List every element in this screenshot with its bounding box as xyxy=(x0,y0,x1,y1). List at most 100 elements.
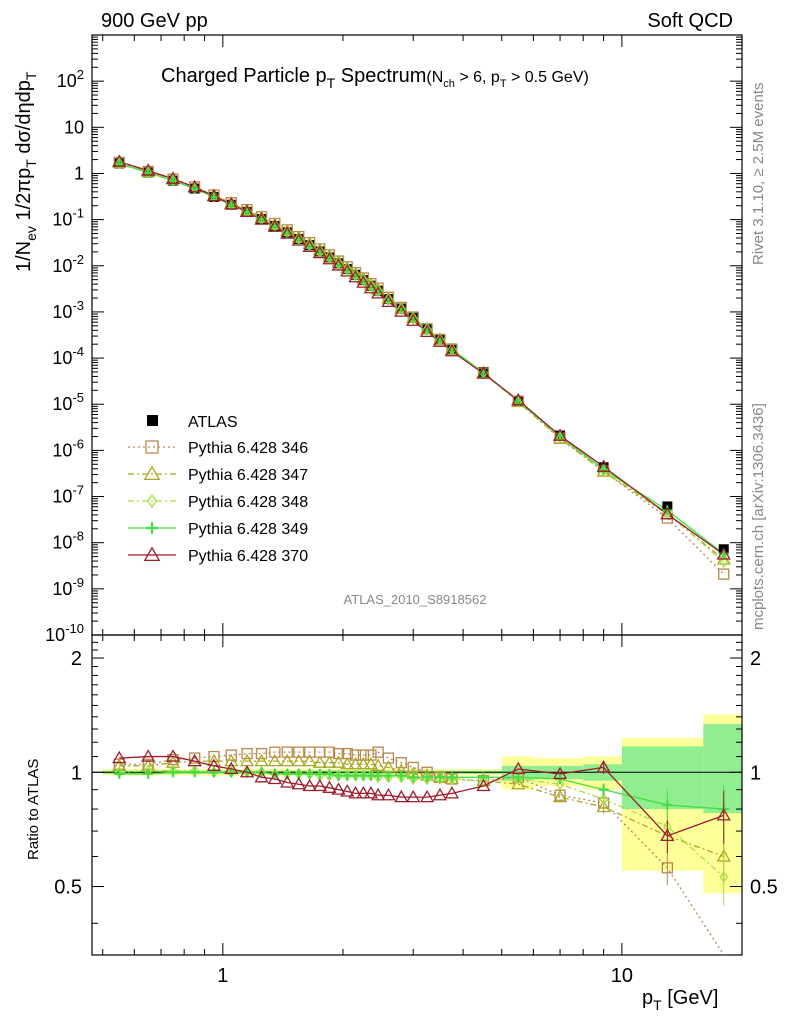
series-point xyxy=(293,746,305,758)
series-point xyxy=(141,163,156,176)
series-point xyxy=(422,323,432,336)
series-point xyxy=(662,799,673,810)
series-point xyxy=(660,506,675,520)
series-point xyxy=(373,770,384,781)
series-point xyxy=(372,746,384,758)
legend-label: Pythia 6.428 348 xyxy=(188,494,308,511)
series-point xyxy=(596,799,611,813)
y-tick-label: 10-2 xyxy=(52,252,84,276)
series-point xyxy=(114,158,125,169)
series-point xyxy=(239,204,255,218)
series-point xyxy=(254,769,269,783)
header-right: Soft QCD xyxy=(647,10,733,32)
chart-title: Charged Particle pT Spectrum(Nch > 6, pT… xyxy=(161,65,589,91)
series-point xyxy=(143,546,161,562)
legend-label-atlas: ATLAS xyxy=(188,414,238,431)
series-point xyxy=(394,789,409,803)
main-plot-frame xyxy=(91,34,743,636)
ratio-y-axis-label: Ratio to ATLAS xyxy=(25,759,42,860)
legend-label: Pythia 6.428 370 xyxy=(188,548,308,565)
series-point xyxy=(383,770,394,781)
y-tick-label: 10-4 xyxy=(52,344,84,368)
series-point xyxy=(444,786,460,799)
series-point xyxy=(511,392,526,406)
series-point xyxy=(371,758,386,771)
ratio-y-tick-label: 2 xyxy=(750,648,761,670)
header-left: 900 GeV pp xyxy=(101,10,208,32)
series-point xyxy=(333,770,344,781)
series-point xyxy=(291,753,306,767)
series-point xyxy=(280,226,295,239)
series-point xyxy=(332,747,345,760)
series-point xyxy=(408,772,419,783)
series-point xyxy=(596,459,611,472)
series-point xyxy=(187,753,202,767)
series-point xyxy=(322,780,337,793)
series-point xyxy=(206,188,222,202)
series-point xyxy=(291,233,306,246)
x-axis-label: pT [GeV] xyxy=(642,987,718,1013)
series-point xyxy=(322,251,337,265)
series-point xyxy=(716,547,731,560)
series-point xyxy=(716,808,731,821)
series-point xyxy=(435,333,445,346)
series-point xyxy=(280,753,295,767)
series-point xyxy=(348,756,363,770)
y-tick-label: 10-7 xyxy=(52,483,84,507)
series-point xyxy=(239,764,255,778)
series-point xyxy=(371,787,386,801)
series-point xyxy=(363,756,379,770)
y-tick-label: 10-8 xyxy=(52,529,84,553)
ratio-y-tick-label: 0.5 xyxy=(750,877,778,899)
series-point xyxy=(340,784,355,797)
series-point xyxy=(552,428,568,441)
y-tick-label: 10-5 xyxy=(52,390,84,414)
series-point xyxy=(112,154,127,167)
series-point xyxy=(348,786,363,799)
series-point xyxy=(146,522,158,534)
series-line xyxy=(119,161,725,575)
series-point xyxy=(165,755,181,768)
series-point xyxy=(356,756,371,770)
ratio-series-line xyxy=(119,760,724,858)
series-point xyxy=(302,239,317,252)
y-tick-label: 10-1 xyxy=(52,206,84,230)
series-point xyxy=(598,464,609,475)
series-point xyxy=(143,768,154,779)
x-tick-label: 10 xyxy=(611,965,633,987)
series-point xyxy=(363,280,379,294)
series-point xyxy=(406,789,421,803)
x-tick-label: 1 xyxy=(217,965,228,987)
series-point xyxy=(419,789,435,803)
series-point xyxy=(511,761,526,775)
series-point xyxy=(267,771,282,785)
series-point xyxy=(406,313,421,326)
series-point xyxy=(719,870,729,884)
series-point xyxy=(331,258,346,271)
series-point xyxy=(340,756,355,770)
ratio-band-green xyxy=(703,724,742,814)
series-point xyxy=(167,767,178,778)
series-point xyxy=(661,862,673,874)
ratio-y-tick-label: 0.5 xyxy=(54,877,82,899)
series-point xyxy=(141,749,156,762)
series-point xyxy=(396,303,406,316)
series-point xyxy=(719,555,729,569)
series-point xyxy=(114,768,125,779)
series-point xyxy=(394,304,409,317)
series-point xyxy=(419,324,435,338)
rivet-label: Rivet 3.1.10, ≥ 2.5M events xyxy=(750,83,767,266)
series-point xyxy=(396,770,407,781)
y-tick-label: 10-9 xyxy=(52,575,84,599)
y-tick-label: 10-3 xyxy=(52,298,84,322)
series-point xyxy=(513,395,523,408)
ratio-y-tick-label: 1 xyxy=(71,762,82,784)
series-point xyxy=(269,746,281,758)
series-point xyxy=(145,440,159,454)
analysis-label: ATLAS_2010_S8918562 xyxy=(344,592,487,607)
ratio-plot-frame xyxy=(91,634,743,956)
series-point xyxy=(348,269,363,283)
series-point xyxy=(224,197,239,210)
series-point xyxy=(267,753,282,767)
